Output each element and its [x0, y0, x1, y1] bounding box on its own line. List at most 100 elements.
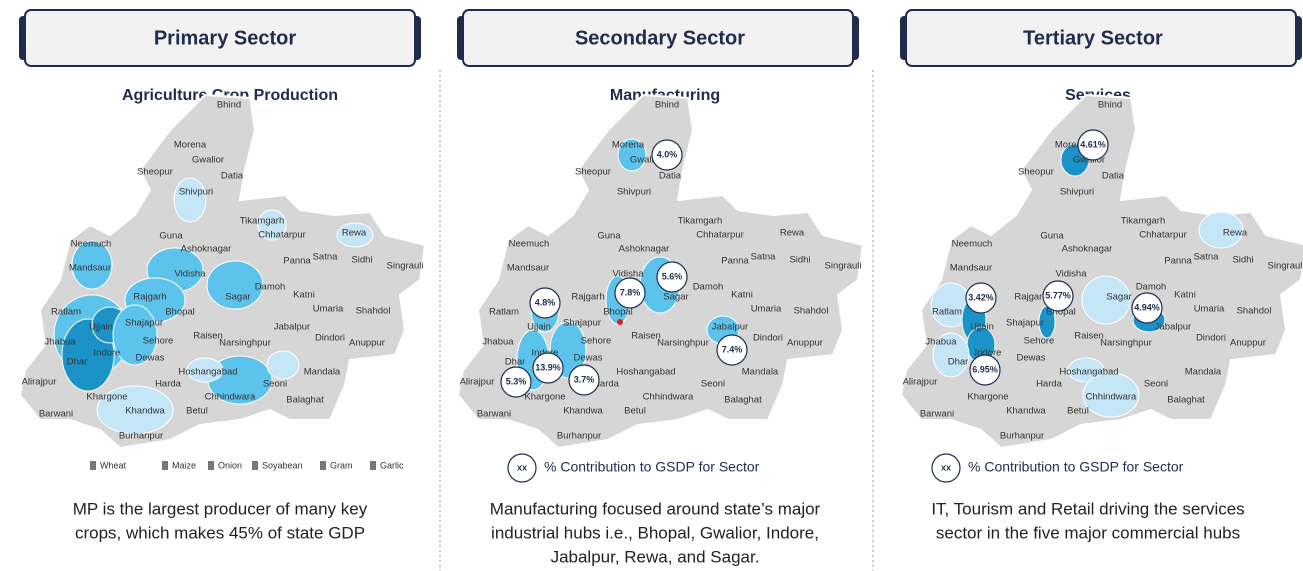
district-label: Mandala	[742, 367, 779, 378]
district-label: Ratlam	[51, 307, 81, 318]
district-label: Umaria	[1194, 304, 1225, 315]
district-label: Jabalpur	[1155, 322, 1191, 333]
district-label: Narsinghpur	[657, 338, 709, 349]
district-label: Gwalior	[192, 155, 224, 166]
district-label: Shahdol	[356, 306, 391, 317]
district-label: Bhopal	[165, 307, 195, 318]
district-label: Dhar	[505, 357, 526, 368]
district-label: Tikamgarh	[240, 216, 285, 227]
district-label: Morena	[1055, 140, 1088, 151]
district-highlight	[1082, 372, 1140, 418]
district-label: Damoh	[693, 282, 724, 293]
district-label: Rajgarh	[133, 292, 166, 303]
district-label: Rewa	[780, 228, 805, 239]
marker	[617, 319, 623, 325]
district-label: Singrauli	[387, 261, 424, 272]
panel: Primary SectorAgriculture Crop Productio…	[18, 9, 427, 542]
bubble-label: 5.6%	[662, 271, 683, 281]
district-label: Chhatarpur	[1139, 230, 1187, 241]
district-label: Singrauli	[1268, 261, 1303, 272]
district-label: Balaghat	[724, 395, 762, 406]
district-label: Barwani	[477, 409, 511, 420]
district-label: Sagar	[225, 292, 250, 303]
district-label: Alirajpur	[460, 377, 495, 388]
bubble	[965, 282, 997, 314]
district-label: Sehore	[143, 336, 174, 347]
district-label: Barwani	[920, 409, 954, 420]
key-symbol: xx	[517, 462, 527, 472]
district-label: Datia	[221, 171, 244, 182]
district-label: Balaghat	[1167, 395, 1205, 406]
header-title: Secondary Sector	[575, 27, 745, 49]
district-label: Chhindwara	[1086, 392, 1137, 403]
district-label: Sidhi	[351, 255, 372, 266]
district-label: Alirajpur	[22, 377, 57, 388]
legend-icon	[208, 461, 214, 470]
bubble-label: 4.61%	[1080, 139, 1106, 149]
bubble	[614, 277, 646, 309]
district-label: Neemuch	[952, 239, 993, 250]
district-label: Sidhi	[1232, 255, 1253, 266]
district-label: Datia	[659, 171, 682, 182]
header	[905, 9, 1297, 67]
district-label: Tikamgarh	[1121, 216, 1166, 227]
district-label: Morena	[612, 140, 645, 151]
district-label: Dindori	[753, 333, 783, 344]
district-label: Katni	[731, 290, 753, 301]
district-label: Shivpuri	[179, 187, 213, 198]
district-label: Rewa	[1223, 228, 1248, 239]
key-bubble	[507, 453, 537, 483]
legend-label: Garlic	[380, 460, 404, 470]
district-label: Chhatarpur	[258, 230, 306, 241]
district-label: Seoni	[1144, 379, 1168, 390]
district-label: Sehore	[581, 336, 612, 347]
bubble-label: 5.3%	[506, 376, 527, 386]
district-label: Betul	[624, 406, 646, 417]
legend-icon	[252, 461, 258, 470]
district-highlight	[112, 304, 158, 366]
district-label: Narsinghpur	[219, 338, 271, 349]
legend-icon	[370, 461, 376, 470]
district-label: Dewas	[1016, 353, 1045, 364]
district-label: Sidhi	[789, 255, 810, 266]
legend-icon	[162, 461, 168, 470]
district-label: Ashoknagar	[1062, 244, 1113, 255]
district-label: Dhar	[948, 357, 969, 368]
caption: sector in the five major commercial hubs	[936, 523, 1240, 542]
district-label: Chhindwara	[643, 392, 694, 403]
district-highlight	[266, 350, 300, 380]
district-label: Vidisha	[1056, 269, 1088, 280]
district-label: Dindori	[315, 333, 345, 344]
district-label: Neemuch	[71, 239, 112, 250]
district-label: Ujjain	[970, 322, 994, 333]
caption: Jabalpur, Rewa, and Sagar.	[551, 547, 760, 566]
caption: IT, Tourism and Retail driving the servi…	[931, 499, 1244, 518]
district-label: Jhabua	[44, 337, 76, 348]
bubble-label: 13.9%	[535, 362, 561, 372]
district-highlight	[1067, 357, 1105, 383]
caption: Manufacturing focused around state’s maj…	[490, 499, 821, 518]
key-text: % Contribution to GSDP for Sector	[544, 459, 760, 475]
district-label: Mandsaur	[69, 263, 111, 274]
district-label: Bhind	[1098, 100, 1122, 111]
district-label: Betul	[186, 406, 208, 417]
district-label: Burhanpur	[119, 431, 163, 442]
district-label: Rajgarh	[571, 292, 604, 303]
legend-label: Maize	[172, 460, 196, 470]
district-label: Ratlam	[932, 307, 962, 318]
district-label: Guna	[1040, 231, 1064, 242]
district-label: Harda	[593, 379, 620, 390]
district-label: Raisen	[631, 331, 661, 342]
district-label: Jabalpur	[712, 322, 748, 333]
district-label: Dhar	[67, 357, 88, 368]
district-label: Panna	[283, 256, 311, 267]
district-label: Bhopal	[1046, 307, 1076, 318]
bubble	[532, 352, 564, 384]
district-label: Khargone	[86, 392, 127, 403]
bubble	[656, 261, 688, 293]
district-label: Rewa	[342, 228, 367, 239]
district-label: Khandwa	[125, 406, 165, 417]
district-label: Sheopur	[575, 167, 611, 178]
district-label: Panna	[721, 256, 749, 267]
district-label: Chhindwara	[205, 392, 256, 403]
